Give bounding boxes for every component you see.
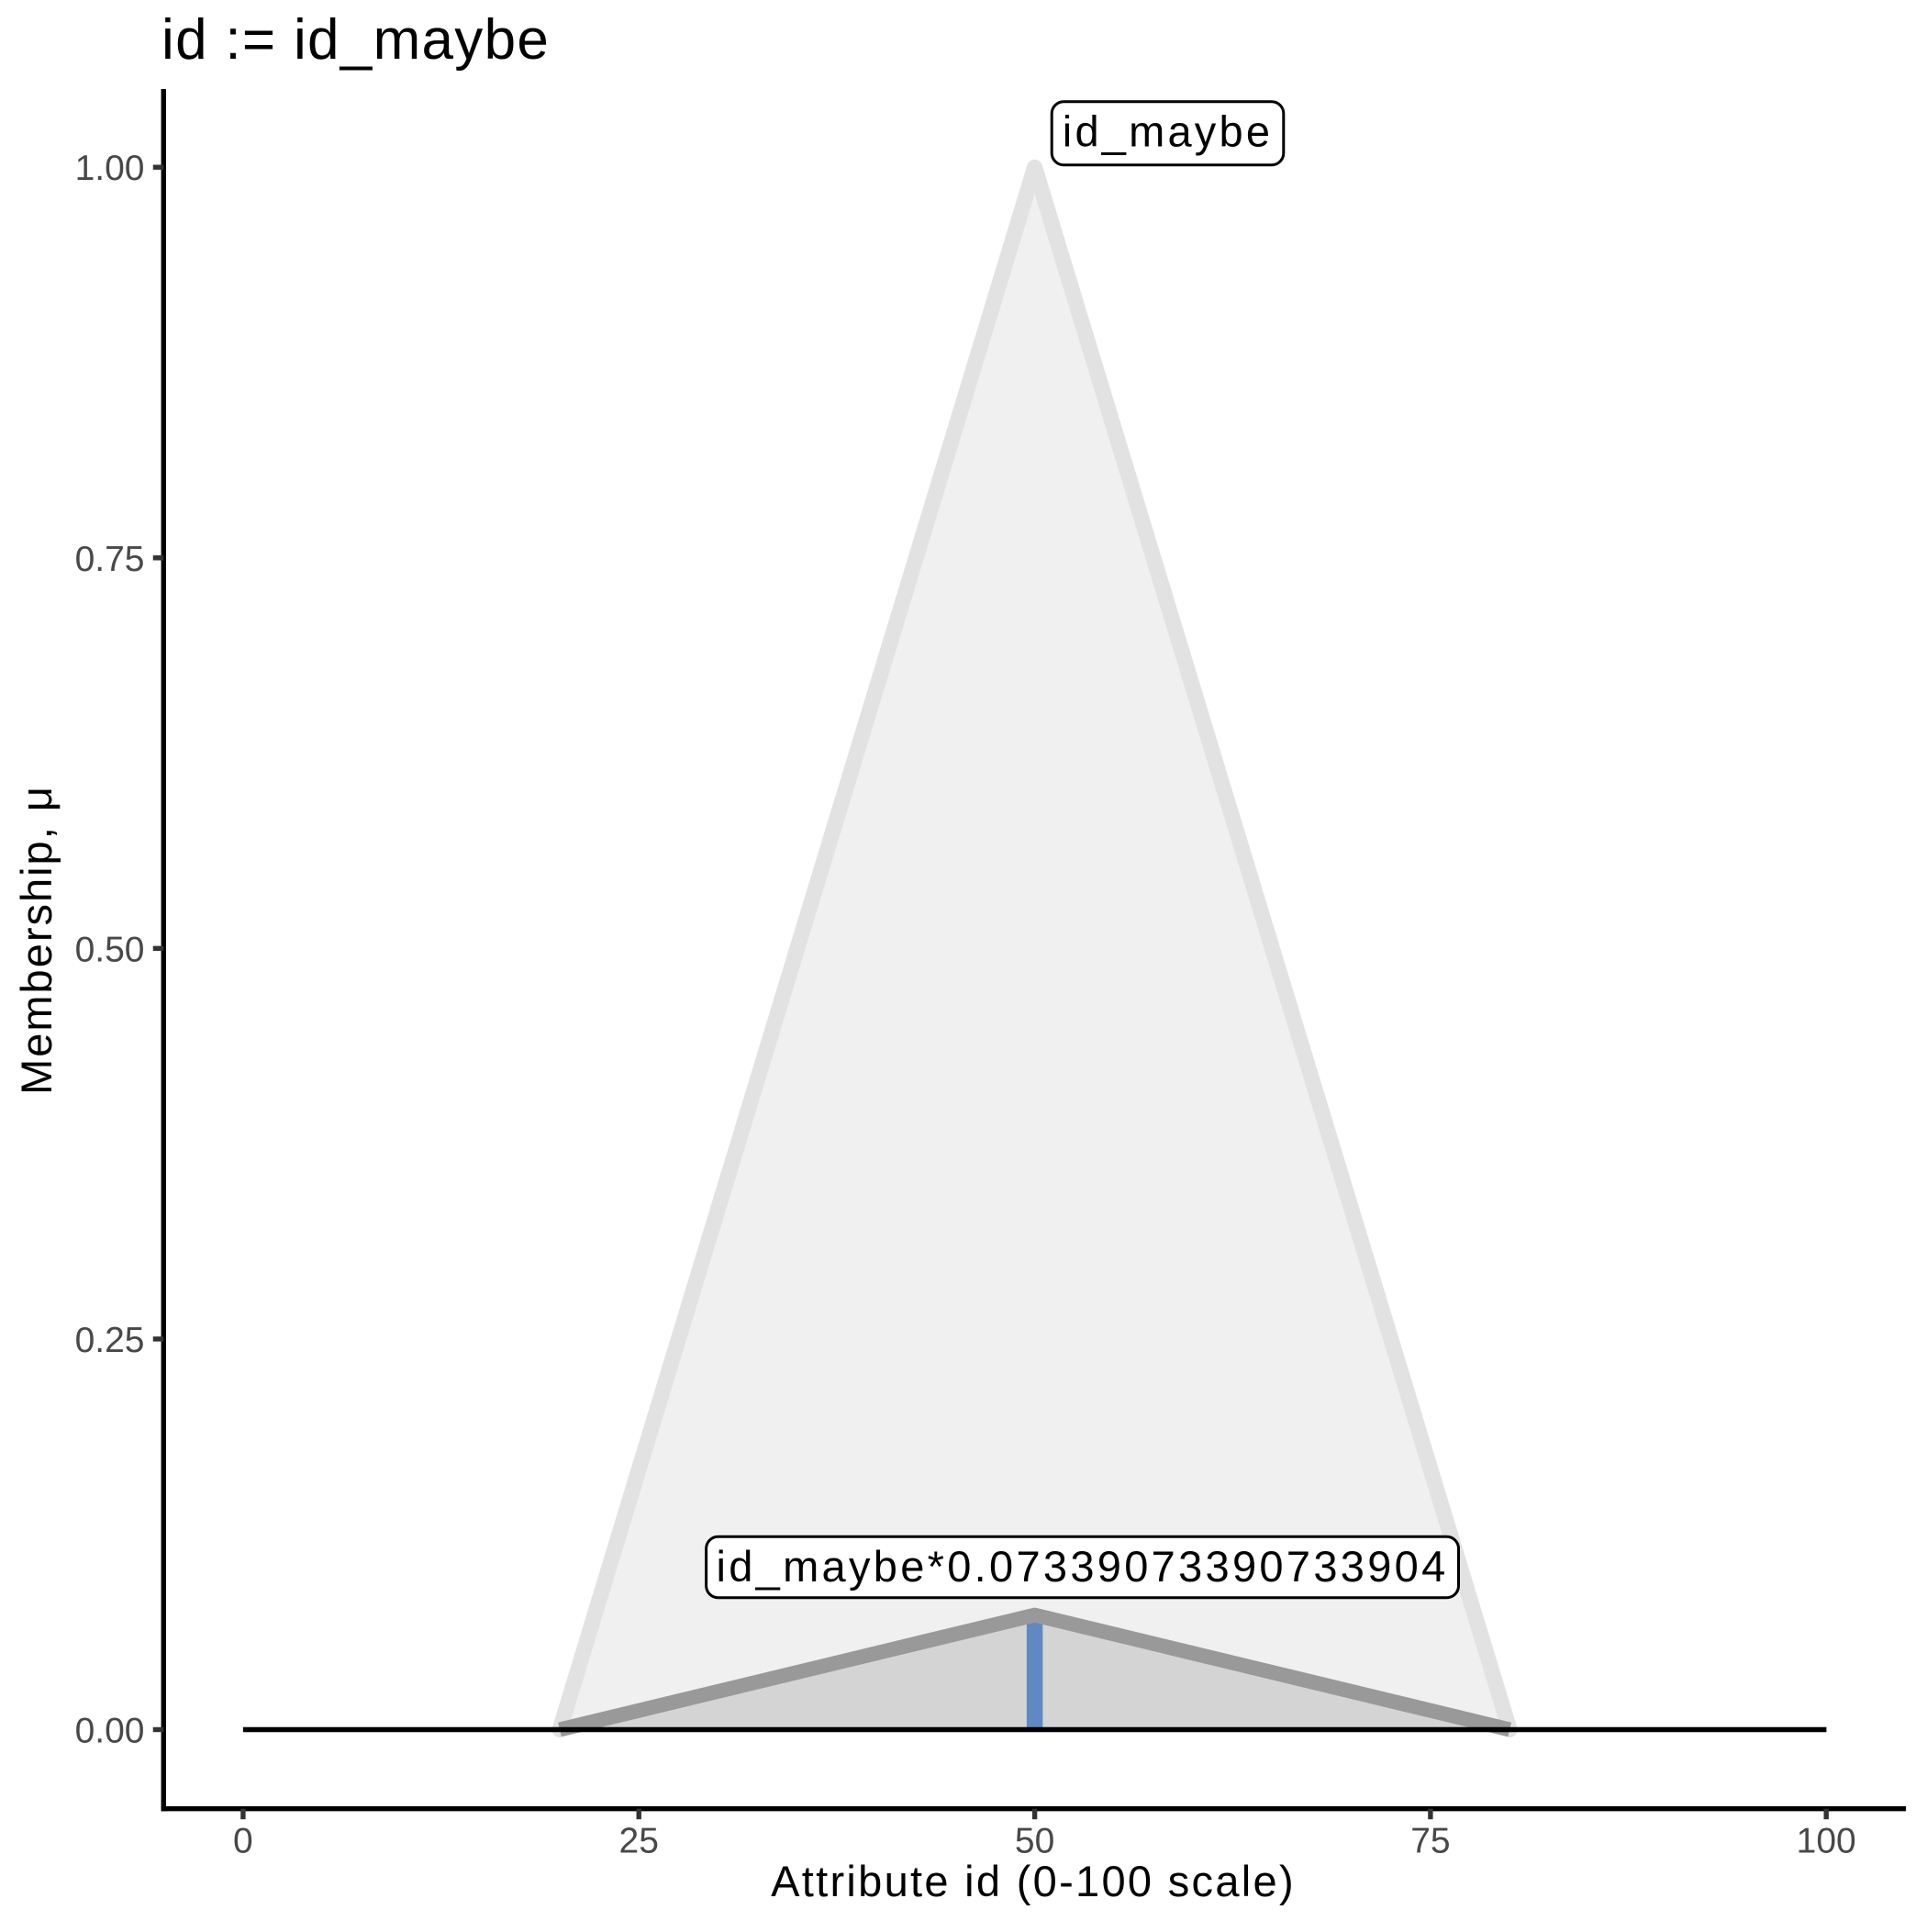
svg-text:0.25: 0.25 (75, 1321, 145, 1360)
svg-text:0: 0 (233, 1822, 253, 1861)
svg-text:id_maybe: id_maybe (1063, 107, 1273, 156)
svg-text:Attribute id (0-100 scale): Attribute id (0-100 scale) (771, 1857, 1296, 1905)
svg-text:25: 25 (619, 1822, 659, 1861)
svg-text:1.00: 1.00 (75, 149, 145, 188)
svg-text:75: 75 (1410, 1822, 1450, 1861)
svg-text:0.50: 0.50 (75, 930, 145, 969)
svg-text:id_maybe*0.07339073390733904: id_maybe*0.07339073390733904 (716, 1542, 1448, 1591)
svg-text:Membership, μ: Membership, μ (12, 785, 61, 1095)
svg-text:100: 100 (1797, 1822, 1856, 1861)
svg-text:id := id_maybe: id := id_maybe (162, 8, 550, 72)
svg-text:50: 50 (1015, 1822, 1054, 1861)
svg-text:0.00: 0.00 (75, 1712, 145, 1751)
svg-text:0.75: 0.75 (75, 540, 145, 579)
